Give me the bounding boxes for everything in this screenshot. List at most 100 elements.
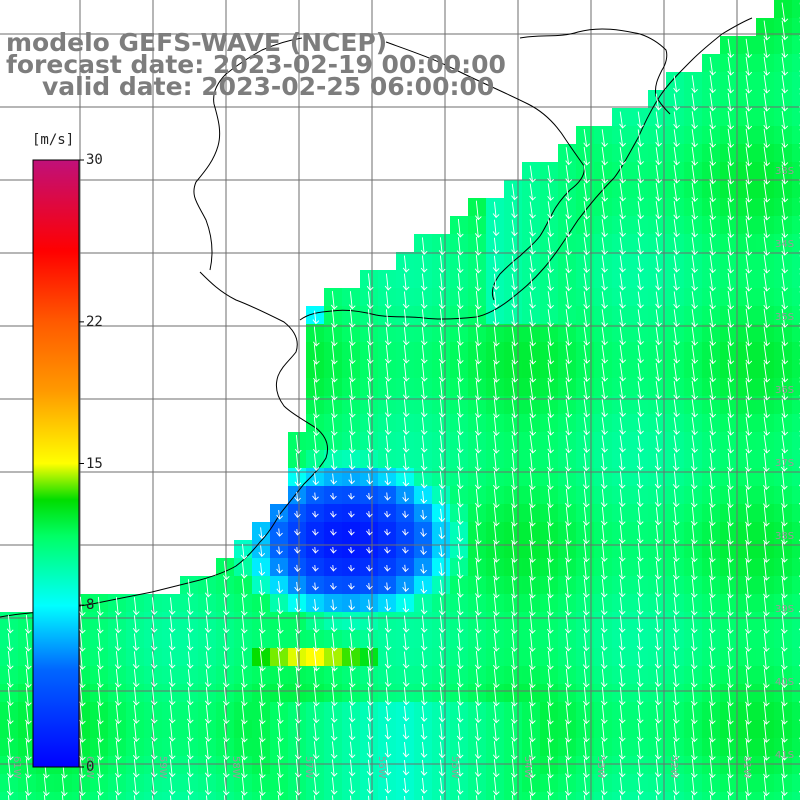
- wind-arrow: [186, 615, 194, 633]
- wind-arrow: [582, 740, 590, 761]
- wind-arrow: [655, 435, 662, 453]
- colorbar: [32, 159, 84, 768]
- wind-arrow: [582, 597, 590, 616]
- wind-arrow: [474, 705, 482, 724]
- wind-arrow: [474, 236, 482, 256]
- wind-speed-cell: [792, 18, 800, 37]
- wind-arrow: [744, 596, 752, 617]
- wind-arrow: [619, 381, 626, 400]
- wind-arrow: [673, 75, 680, 93]
- wind-arrow: [438, 545, 446, 558]
- wind-arrow: [204, 759, 212, 778]
- wind-arrow: [762, 596, 770, 617]
- wind-arrow: [240, 615, 248, 634]
- wind-arrow: [186, 741, 194, 760]
- wind-arrow: [384, 435, 392, 453]
- wind-arrow: [402, 345, 410, 364]
- wind-arrow: [619, 273, 626, 291]
- wind-arrow: [582, 506, 590, 526]
- wind-arrow: [565, 201, 572, 220]
- wind-arrow: [438, 633, 446, 651]
- wind-arrow: [438, 237, 446, 256]
- wind-arrow: [420, 309, 428, 328]
- wind-arrow: [366, 362, 374, 382]
- wind-arrow: [745, 254, 753, 274]
- wind-arrow: [492, 237, 500, 255]
- wind-arrow: [420, 723, 428, 740]
- wind-arrow: [348, 308, 356, 328]
- wind-arrow: [529, 273, 536, 291]
- wind-arrow: [511, 560, 518, 581]
- wind-arrow: [763, 128, 771, 149]
- wind-arrow: [565, 237, 572, 256]
- wind-arrow: [222, 615, 230, 634]
- wind-arrow: [222, 560, 230, 581]
- wind-arrow: [114, 777, 122, 796]
- wind-arrow: [6, 615, 14, 634]
- wind-arrow: [168, 705, 176, 724]
- wind-arrow: [438, 759, 446, 777]
- wind-arrow: [547, 255, 554, 273]
- wind-arrow: [546, 506, 554, 527]
- wind-arrow: [763, 362, 771, 383]
- wind-arrow: [565, 183, 572, 202]
- wind-arrow: [366, 599, 374, 611]
- wind-arrow: [655, 255, 662, 273]
- wind-arrow: [24, 758, 32, 779]
- wind-arrow: [510, 578, 518, 599]
- wind-arrow: [763, 704, 770, 725]
- wind-arrow: [780, 470, 788, 490]
- wind-arrow: [330, 705, 338, 723]
- wind-arrow: [564, 776, 572, 796]
- wind-speed-cell: [486, 792, 505, 800]
- wind-arrow: [708, 488, 716, 508]
- wind-arrow: [366, 473, 374, 485]
- wind-arrow: [276, 776, 284, 796]
- wind-arrow: [78, 686, 86, 707]
- wind-arrow: [422, 795, 424, 800]
- wind-arrow: [708, 596, 716, 616]
- wind-arrow: [583, 146, 591, 166]
- wind-speed-cell: [522, 792, 541, 800]
- wind-arrow: [708, 633, 716, 652]
- wind-arrow: [402, 724, 410, 740]
- wind-arrow: [384, 723, 392, 740]
- wind-arrow: [402, 546, 409, 554]
- wind-arrow: [763, 218, 771, 239]
- wind-arrow: [564, 651, 572, 670]
- wind-arrow: [582, 686, 590, 706]
- wind-arrow: [511, 201, 518, 219]
- wind-arrow: [456, 597, 464, 616]
- wind-arrow: [618, 777, 626, 796]
- wind-arrow: [744, 452, 752, 472]
- wind-arrow: [402, 633, 410, 651]
- wind-arrow: [762, 632, 770, 652]
- wind-arrow: [636, 741, 644, 760]
- wind-arrow: [726, 470, 734, 490]
- wind-arrow: [636, 651, 644, 669]
- wind-arrow: [600, 759, 608, 778]
- wind-arrow: [474, 398, 482, 419]
- wind-arrow: [546, 596, 554, 617]
- wind-arrow: [655, 273, 662, 291]
- wind-arrow: [222, 722, 230, 743]
- wind-arrow: [744, 632, 752, 652]
- wind-arrow: [691, 309, 698, 328]
- wind-arrow: [637, 291, 644, 309]
- wind-arrow: [727, 273, 735, 292]
- wind-arrow: [384, 741, 392, 758]
- wind-arrow: [690, 777, 698, 796]
- wind-arrow: [619, 255, 626, 273]
- wind-arrow: [222, 704, 230, 725]
- wind-arrow: [420, 362, 428, 382]
- wind-arrow: [636, 579, 644, 598]
- wind-speed-cell: [792, 0, 800, 19]
- wind-arrow: [402, 706, 410, 722]
- wind-arrow: [276, 546, 283, 555]
- wind-arrow: [637, 345, 644, 364]
- wind-arrow: [709, 291, 716, 310]
- wind-arrow: [763, 434, 771, 454]
- wind-arrow: [726, 650, 734, 670]
- wind-arrow: [781, 435, 789, 454]
- wind-arrow: [727, 344, 735, 365]
